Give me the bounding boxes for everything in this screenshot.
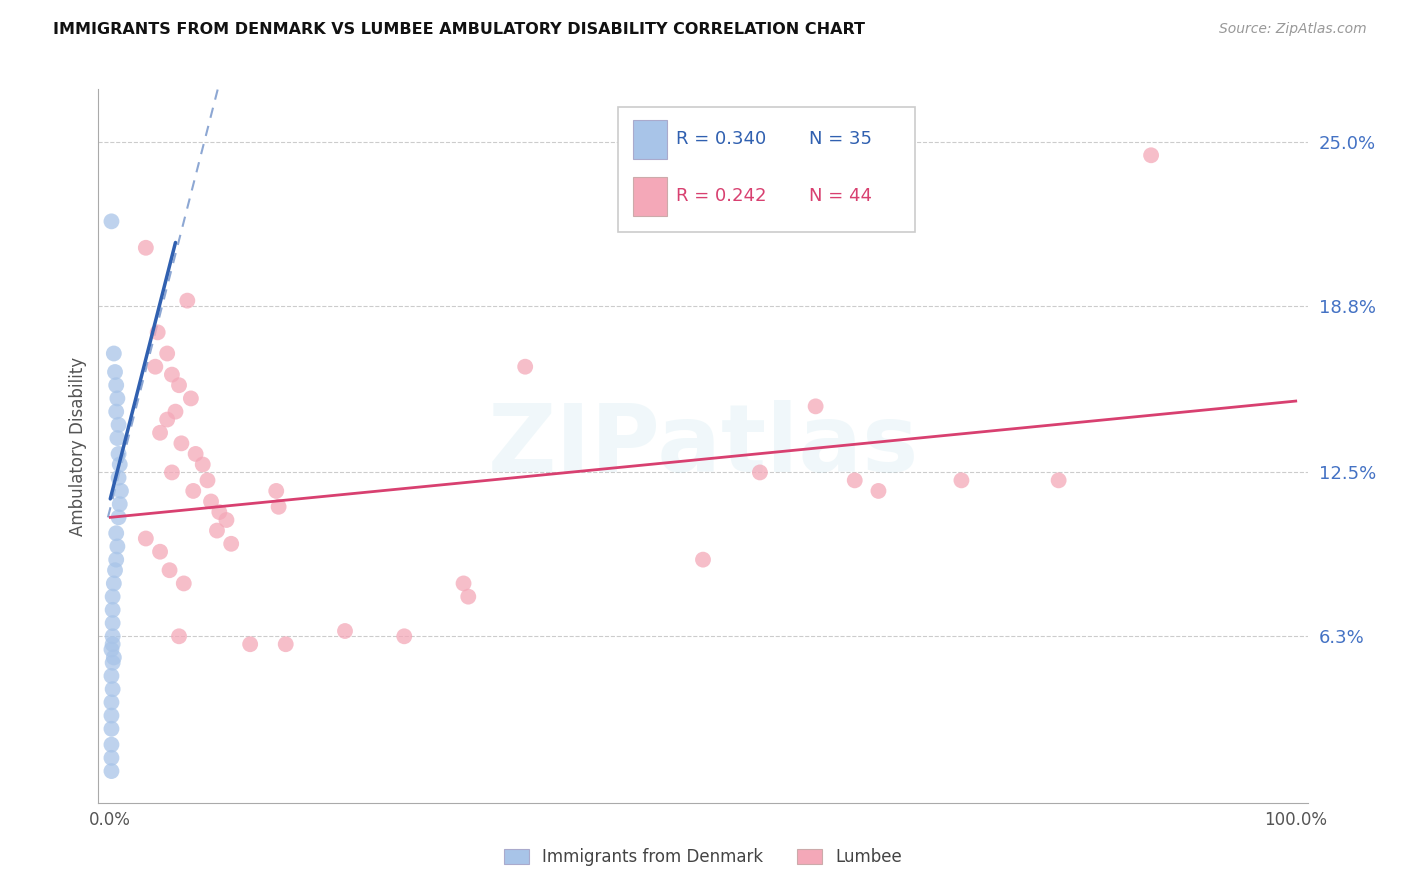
- Point: [394, 629, 416, 643]
- Point: [274, 637, 297, 651]
- Point: [105, 392, 128, 406]
- Point: [170, 436, 193, 450]
- Point: [159, 563, 181, 577]
- Point: [100, 764, 122, 778]
- Point: [101, 682, 124, 697]
- Point: [105, 552, 128, 566]
- Point: [100, 738, 122, 752]
- Text: Source: ZipAtlas.com: Source: ZipAtlas.com: [1219, 22, 1367, 37]
- Point: [149, 545, 172, 559]
- Point: [333, 624, 356, 638]
- Point: [100, 695, 122, 709]
- Point: [197, 474, 219, 488]
- Point: [200, 494, 222, 508]
- Point: [264, 483, 287, 498]
- Point: [184, 447, 207, 461]
- Text: ZIPatlas: ZIPatlas: [488, 400, 918, 492]
- Point: [105, 526, 128, 541]
- Point: [1047, 474, 1070, 488]
- Text: IMMIGRANTS FROM DENMARK VS LUMBEE AMBULATORY DISABILITY CORRELATION CHART: IMMIGRANTS FROM DENMARK VS LUMBEE AMBULA…: [53, 22, 866, 37]
- Point: [156, 346, 179, 360]
- Point: [107, 417, 129, 432]
- Point: [143, 359, 166, 374]
- Point: [692, 552, 714, 566]
- Point: [100, 708, 122, 723]
- Point: [748, 466, 770, 480]
- Point: [105, 431, 128, 445]
- Point: [103, 650, 125, 665]
- Point: [101, 590, 124, 604]
- Point: [167, 629, 190, 643]
- Point: [103, 576, 125, 591]
- Point: [101, 616, 124, 631]
- Point: [950, 474, 973, 488]
- Point: [135, 241, 157, 255]
- FancyBboxPatch shape: [619, 107, 915, 232]
- Point: [160, 368, 183, 382]
- Point: [191, 458, 214, 472]
- Point: [101, 656, 124, 670]
- Point: [173, 576, 195, 591]
- Point: [515, 359, 537, 374]
- Point: [167, 378, 190, 392]
- Point: [165, 404, 187, 418]
- Point: [101, 603, 124, 617]
- Point: [101, 629, 124, 643]
- Point: [205, 524, 228, 538]
- Point: [110, 483, 132, 498]
- Point: [239, 637, 262, 651]
- Point: [108, 497, 131, 511]
- Y-axis label: Ambulatory Disability: Ambulatory Disability: [69, 357, 87, 535]
- Point: [868, 483, 890, 498]
- Point: [100, 669, 122, 683]
- Text: R = 0.242: R = 0.242: [676, 187, 766, 205]
- Point: [104, 365, 127, 379]
- Bar: [633, 120, 666, 159]
- Point: [844, 474, 866, 488]
- Point: [180, 392, 202, 406]
- Point: [100, 722, 122, 736]
- Point: [107, 510, 129, 524]
- Point: [181, 483, 204, 498]
- Point: [103, 346, 125, 360]
- Point: [105, 378, 128, 392]
- Point: [267, 500, 290, 514]
- Point: [219, 537, 242, 551]
- Legend: Immigrants from Denmark, Lumbee: Immigrants from Denmark, Lumbee: [505, 847, 901, 866]
- Bar: [633, 177, 666, 216]
- Point: [107, 447, 129, 461]
- Point: [105, 540, 128, 554]
- Point: [107, 471, 129, 485]
- Text: N = 44: N = 44: [810, 187, 872, 205]
- Point: [1140, 148, 1163, 162]
- Point: [149, 425, 172, 440]
- Point: [804, 400, 827, 414]
- Point: [100, 751, 122, 765]
- Point: [108, 458, 131, 472]
- Text: R = 0.340: R = 0.340: [676, 130, 766, 148]
- Point: [156, 412, 179, 426]
- Point: [105, 404, 128, 418]
- Point: [457, 590, 479, 604]
- Point: [160, 466, 183, 480]
- Point: [104, 563, 127, 577]
- Point: [100, 214, 122, 228]
- Text: N = 35: N = 35: [810, 130, 872, 148]
- Point: [100, 642, 122, 657]
- Point: [208, 505, 231, 519]
- Point: [176, 293, 198, 308]
- Point: [146, 326, 169, 340]
- Point: [215, 513, 238, 527]
- Point: [453, 576, 475, 591]
- Point: [135, 532, 157, 546]
- Point: [101, 637, 124, 651]
